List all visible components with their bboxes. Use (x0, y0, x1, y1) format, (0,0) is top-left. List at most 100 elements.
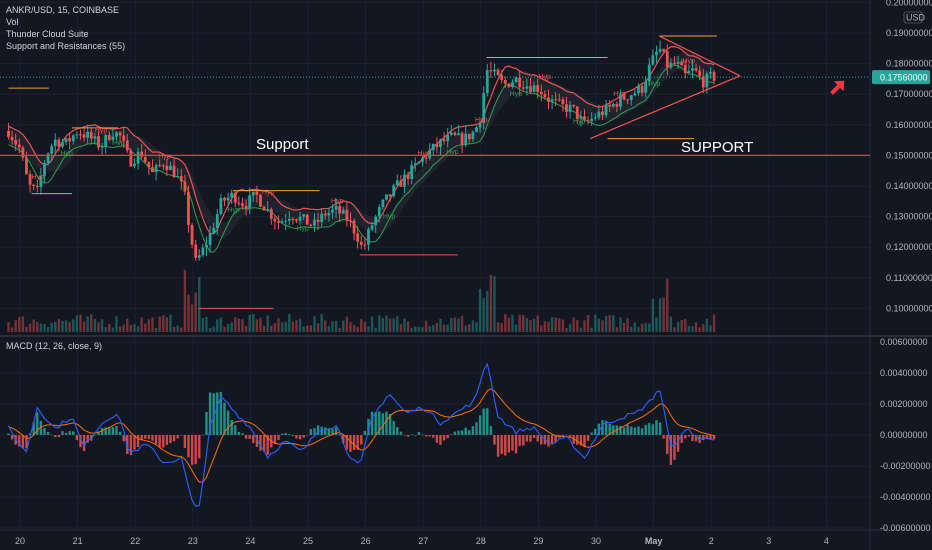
candle-body (122, 135, 126, 141)
candle-body (698, 70, 702, 77)
candle-body (115, 132, 118, 137)
macd-tick-label: 0.00000000 (880, 430, 928, 440)
candle (233, 190, 237, 208)
candle-body (619, 94, 622, 107)
candle-body (125, 140, 129, 151)
macd-histogram-bar (417, 431, 421, 435)
candle (694, 63, 698, 73)
macd-histogram-bar (295, 435, 298, 439)
candle (82, 126, 86, 142)
volume-bar (244, 325, 248, 332)
volume-bar (464, 325, 467, 332)
candle (197, 248, 201, 261)
candle (302, 213, 306, 221)
vol-indicator-label[interactable]: Vol (6, 17, 19, 27)
candle-body (35, 185, 39, 187)
macd-histogram-bar (61, 431, 64, 435)
candle (395, 174, 399, 187)
macd-histogram-bar (331, 429, 334, 435)
macd-histogram-bar (144, 435, 147, 439)
thunder-cloud-indicator-label[interactable]: Thunder Cloud Suite (6, 29, 89, 39)
candle-body (86, 131, 90, 138)
volume-bar (162, 315, 165, 332)
candle-body (280, 221, 284, 223)
support-resistance-indicator-label[interactable]: Support and Resistances (55) (6, 41, 126, 51)
macd-histogram-bar (464, 427, 467, 435)
candle-body (658, 48, 662, 52)
macd-histogram-bar (237, 431, 241, 435)
volume-bar (273, 323, 277, 332)
volume-bar (72, 319, 75, 332)
macd-histogram-bar (680, 435, 683, 443)
candle (583, 109, 586, 123)
candle-body (205, 244, 208, 248)
volume-bar (658, 298, 662, 332)
candle-body (615, 104, 619, 107)
macd-histogram-bar (410, 434, 413, 436)
candle (219, 193, 223, 216)
macd-histogram-bar (630, 426, 633, 435)
macd-legend[interactable]: MACD (12, 26, close, 9) (6, 341, 103, 351)
volume-bar (158, 316, 161, 332)
candle-body (208, 233, 212, 245)
candle-body (273, 218, 277, 222)
candle (61, 138, 64, 149)
unit-label: USD (906, 13, 926, 23)
macd-histogram-bar (133, 435, 136, 450)
candle-body (669, 62, 673, 68)
volume-bar (288, 314, 291, 332)
time-tick-label: 21 (73, 536, 83, 546)
support-annotation: Support (256, 136, 309, 153)
candle (496, 68, 500, 76)
time-tick-label: 25 (303, 536, 313, 546)
candle (359, 235, 363, 250)
volume-bar (648, 323, 651, 332)
candle (230, 189, 234, 205)
volume-bar (241, 319, 244, 332)
volume-bar (57, 319, 61, 332)
candle (118, 131, 122, 144)
candle (615, 101, 619, 113)
macd-tick-label: -0.00600000 (880, 523, 931, 533)
volume-bar (122, 324, 125, 332)
candle-body (579, 116, 583, 119)
candle-body (359, 241, 363, 245)
candle-body (28, 174, 32, 185)
candle (32, 183, 36, 191)
symbol-title[interactable]: ANKR/USD, 15, COINBASE (6, 5, 120, 15)
volume-bar (622, 322, 626, 332)
candle-body (241, 203, 244, 206)
candle (43, 160, 46, 184)
candle (57, 137, 61, 152)
volume-bar (450, 317, 453, 332)
candle-body (118, 132, 122, 136)
macd-histogram-bar (356, 435, 359, 450)
candle (392, 183, 396, 198)
volume-bar (223, 326, 226, 332)
macd-histogram-bar (32, 422, 35, 435)
candle-body (356, 233, 360, 242)
candle-body (662, 48, 666, 52)
macd-histogram-bar (594, 428, 597, 435)
candle (701, 68, 705, 93)
hyp-tag: Hyp (60, 151, 73, 158)
candle-body (435, 143, 439, 148)
macd-histogram-bar (259, 435, 262, 451)
volume-bar (10, 327, 14, 332)
candle-body (687, 70, 691, 73)
volume-bar (478, 288, 482, 332)
macd-histogram-bar (504, 435, 507, 456)
macd-histogram-bar (86, 435, 89, 443)
time-tick-label: 29 (533, 536, 543, 546)
candle-body (568, 104, 572, 112)
volume-bar (306, 325, 309, 332)
macd-histogram-bar (676, 435, 680, 452)
candle-body (381, 199, 385, 208)
volume-bar (655, 317, 658, 332)
volume-bar (666, 278, 669, 332)
candle-body (226, 197, 230, 201)
candle-body (590, 118, 594, 122)
candle-body (259, 194, 262, 207)
candle (626, 99, 630, 105)
